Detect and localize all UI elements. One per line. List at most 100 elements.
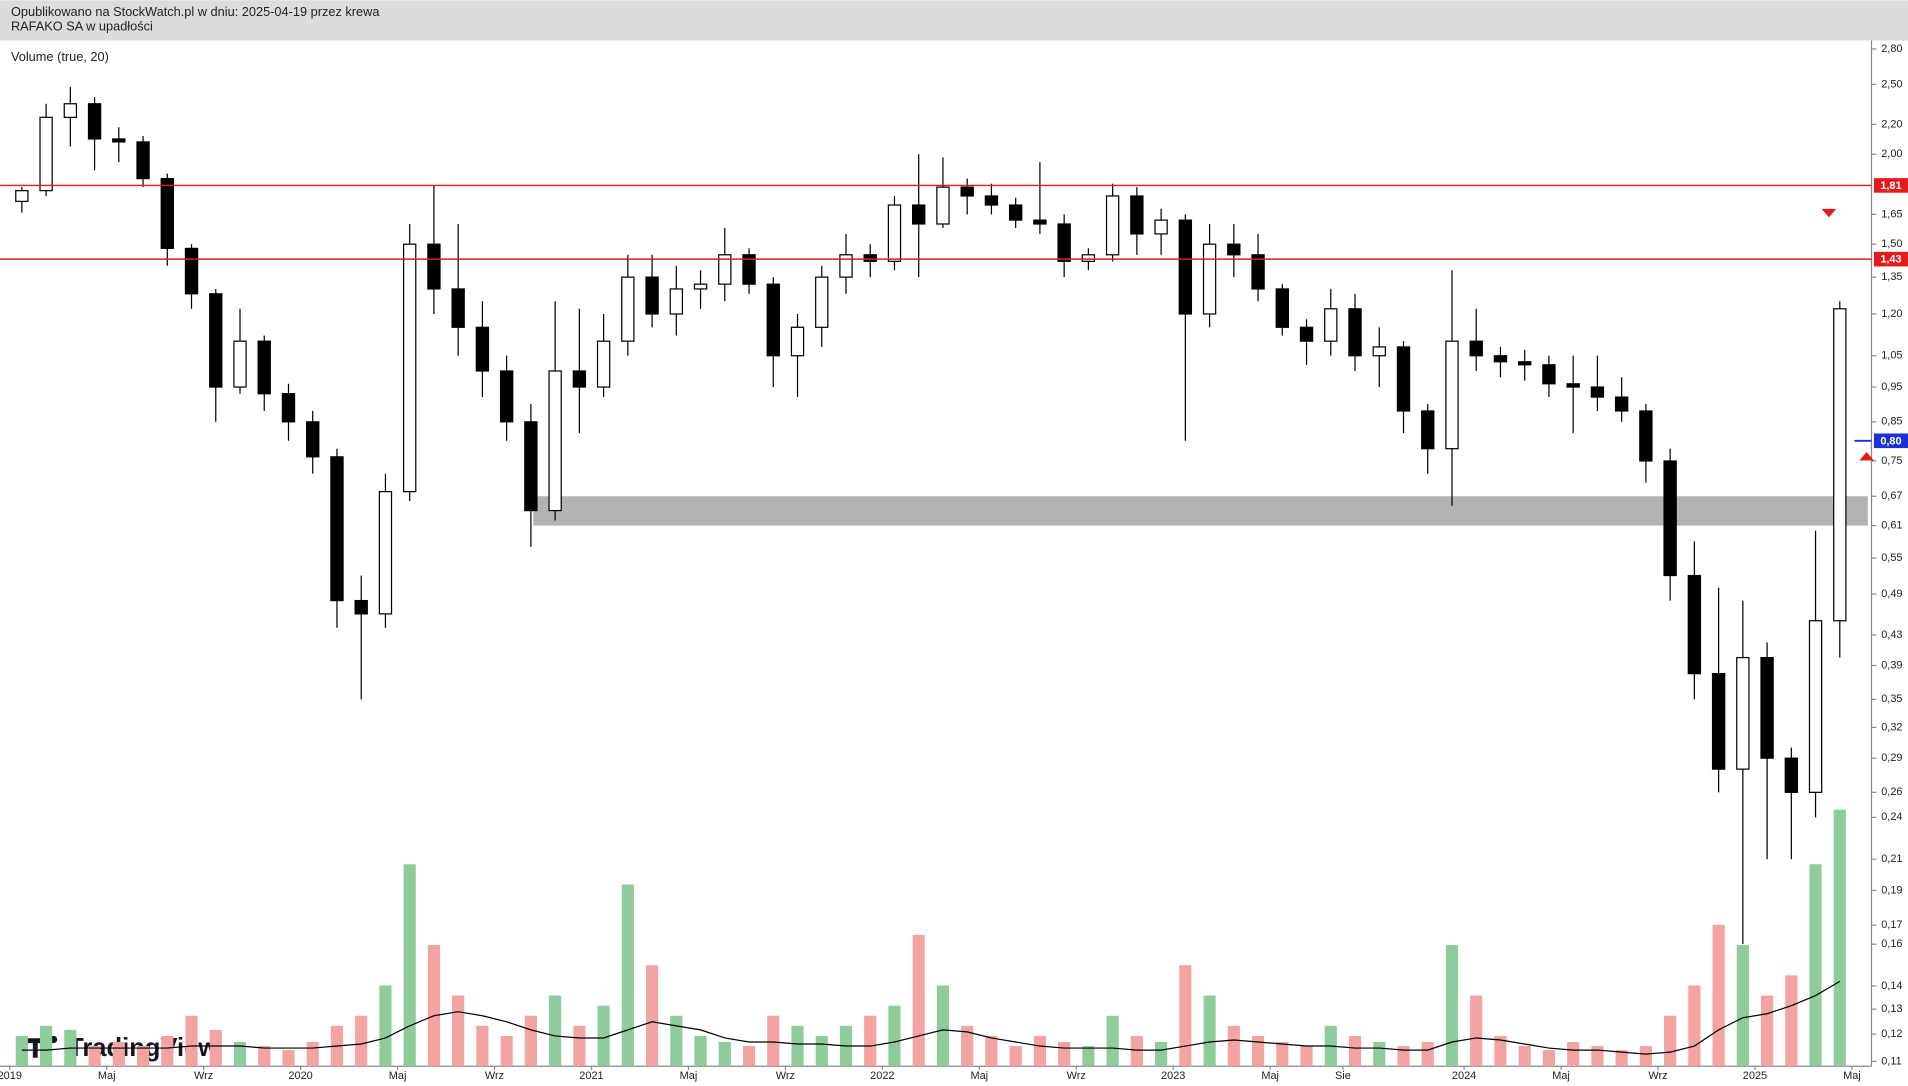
y-tick-label: 0,35 xyxy=(1881,693,1902,705)
candle-body xyxy=(378,491,393,615)
candle-body xyxy=(39,116,53,192)
volume-bar xyxy=(1833,809,1846,1067)
candle-body xyxy=(1421,410,1435,450)
volume-bar xyxy=(1494,1035,1507,1067)
volume-bar xyxy=(500,1035,513,1067)
volume-bar xyxy=(549,995,562,1067)
y-tick-label: 0,19 xyxy=(1881,884,1902,896)
volume-bar xyxy=(694,1035,707,1067)
volume-bar xyxy=(1300,1046,1313,1067)
volume-bar xyxy=(742,1046,756,1067)
x-tick-label: Wrz xyxy=(1648,1070,1667,1082)
volume-bar xyxy=(791,1025,804,1067)
y-tick-label: 0,17 xyxy=(1881,919,1902,931)
volume-bar xyxy=(864,1015,877,1067)
x-tick-label: Wrz xyxy=(194,1070,213,1082)
candle-body xyxy=(136,141,150,180)
volume-bar xyxy=(1155,1042,1168,1067)
volume-bar xyxy=(1179,965,1192,1067)
y-tick-label: 0,43 xyxy=(1881,629,1902,641)
candle-body xyxy=(63,103,78,118)
candle-body xyxy=(1711,673,1726,770)
x-tick-label: 2023 xyxy=(1161,1070,1185,1082)
indicator-label: Volume (true, 20) xyxy=(11,49,109,64)
candle-body xyxy=(1445,340,1459,450)
level-label-box xyxy=(1873,433,1908,449)
level-label-box xyxy=(1873,178,1908,193)
candle-body xyxy=(1590,386,1605,398)
x-tick-label: 2019 xyxy=(0,1070,22,1082)
volume-bar xyxy=(282,1050,295,1067)
volume-bar xyxy=(306,1042,319,1067)
y-tick-label: 0,39 xyxy=(1881,659,1902,671)
y-tick-label: 0,29 xyxy=(1881,752,1902,764)
volume-bar xyxy=(888,1005,901,1067)
volume-bar xyxy=(597,1005,610,1067)
volume-bar xyxy=(1809,864,1822,1067)
candle-body xyxy=(1396,346,1411,412)
volume-bar xyxy=(379,985,392,1067)
candle-body xyxy=(1736,656,1750,770)
candle-body xyxy=(427,243,441,290)
candle-body xyxy=(1808,620,1823,793)
support-zone xyxy=(533,496,1868,526)
candle-body xyxy=(281,393,296,423)
level-label: 0,80 xyxy=(1880,435,1901,447)
volume-bar xyxy=(1761,995,1774,1067)
candle-body xyxy=(1275,288,1289,328)
candle-body xyxy=(184,247,199,295)
candle-body xyxy=(1493,355,1508,363)
candle-body xyxy=(257,340,271,395)
x-tick-label: Maj xyxy=(970,1070,988,1082)
candle-body xyxy=(112,138,126,143)
symbol-name: RAFAKO SA w upadłości xyxy=(11,18,153,33)
volume-bar xyxy=(1785,975,1798,1067)
candle-body xyxy=(548,370,562,512)
candle-body xyxy=(1154,219,1168,235)
volume-bar xyxy=(1082,1046,1095,1067)
volume-bar xyxy=(1397,1046,1410,1067)
volume-bar xyxy=(815,1035,828,1067)
volume-bar xyxy=(961,1025,974,1067)
candle-body xyxy=(1202,243,1217,315)
volume-bar xyxy=(1009,1046,1022,1067)
y-tick-label: 1,20 xyxy=(1881,308,1902,320)
volume-bar xyxy=(1130,1035,1143,1067)
x-tick-label: 2020 xyxy=(288,1070,312,1082)
candle-body xyxy=(1760,656,1774,759)
volume-bar xyxy=(1251,1035,1265,1067)
y-tick-label: 0,13 xyxy=(1881,1003,1902,1015)
volume-bar xyxy=(476,1025,489,1067)
volume-bar xyxy=(427,945,441,1067)
volume-bar xyxy=(1276,1042,1289,1067)
candle-body xyxy=(912,204,926,225)
x-tick-label: Maj xyxy=(98,1070,116,1082)
candle-body xyxy=(1372,346,1386,357)
volume-bar xyxy=(621,884,634,1067)
volume-bar xyxy=(1567,1042,1580,1067)
volume-bar xyxy=(1445,945,1459,1067)
candle-body xyxy=(1299,326,1314,342)
y-tick-label: 1,50 xyxy=(1881,238,1902,250)
y-tick-label: 2,00 xyxy=(1881,148,1902,160)
candle-body xyxy=(160,177,174,249)
candle-body xyxy=(1469,340,1483,357)
candle-body xyxy=(1251,254,1265,290)
candle-body xyxy=(451,288,465,328)
volume-bar xyxy=(15,1035,28,1067)
candle-body xyxy=(354,599,368,615)
candle-body xyxy=(596,340,611,388)
candle-body xyxy=(1105,195,1120,256)
candle-body xyxy=(1008,204,1023,221)
volume-bar xyxy=(1688,985,1701,1067)
volume-bar xyxy=(718,1042,731,1067)
volume-bar xyxy=(1591,1046,1604,1067)
y-tick-label: 0,55 xyxy=(1881,552,1902,564)
x-tick-label: Wrz xyxy=(485,1070,504,1082)
volume-bar xyxy=(161,1035,174,1067)
candle-body xyxy=(960,186,974,197)
volume-bar xyxy=(1421,1042,1434,1067)
candle-body xyxy=(1057,223,1071,262)
candle-body xyxy=(693,283,708,290)
y-tick-label: 0,85 xyxy=(1881,416,1902,428)
